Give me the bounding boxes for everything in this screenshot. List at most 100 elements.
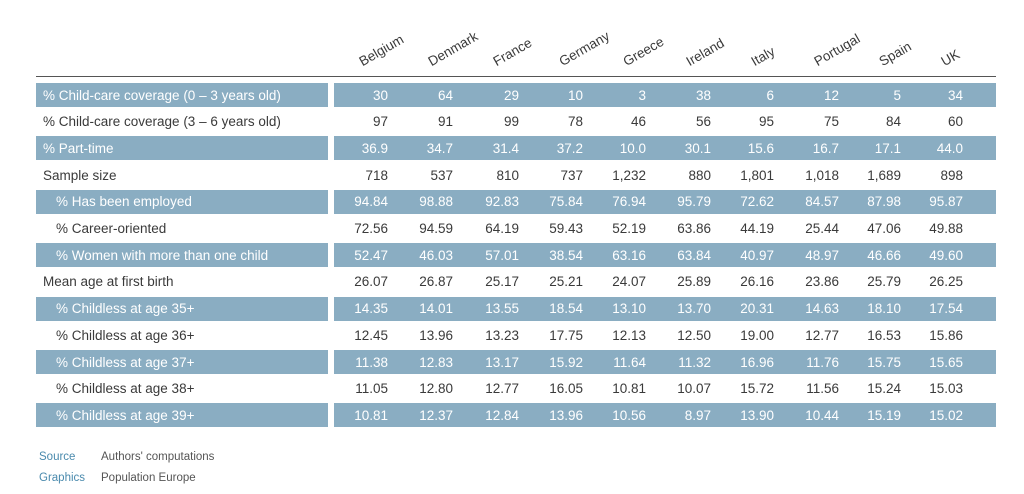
table-cell: 31.4 xyxy=(492,140,519,156)
row-cells: 36.9 34.7 31.4 37.2 10.0 30.1 15.6 16.7 17.1 44.0 xyxy=(334,136,996,161)
table-cell: 87.98 xyxy=(867,194,901,210)
source-line: Source Authors' computations xyxy=(39,451,214,463)
table-cell: 10.56 xyxy=(612,407,646,423)
table-cell: 20.31 xyxy=(740,301,774,317)
table-cell: 94.59 xyxy=(419,221,453,236)
graphics-value: Population Europe xyxy=(101,472,196,484)
table-row: % Women with more than one child 52.47 46.… xyxy=(36,243,996,268)
table-cell: 19.00 xyxy=(740,327,774,343)
table-cell: 12.13 xyxy=(612,327,646,343)
table-cell: 14.35 xyxy=(354,301,388,317)
column-header-greece: Greece xyxy=(620,33,667,69)
table-cell: 75 xyxy=(823,114,839,130)
table-cell: 98.88 xyxy=(419,194,453,210)
table-cell: 13.90 xyxy=(740,407,774,423)
row-label: Sample size xyxy=(43,167,117,183)
table-cell: 10.0 xyxy=(619,140,646,156)
table-cell: 26.87 xyxy=(419,274,453,290)
table-cell: 15.6 xyxy=(747,140,774,156)
table-cell: 25.21 xyxy=(549,274,583,290)
table-cell: 18.10 xyxy=(867,301,901,317)
row-label: % Childless at age 35+ xyxy=(36,296,328,321)
table-cell: 537 xyxy=(430,167,453,183)
row-label: Mean age at first birth xyxy=(43,274,174,290)
table-row: Mean age at first birth 26.07 26.87 25.17 25… xyxy=(36,270,996,294)
table-cell: 1,689 xyxy=(867,167,901,183)
table-row: % Childless at age 38+ 11.05 12.80 12.77 16.… xyxy=(36,377,996,401)
table-cell: 16.7 xyxy=(812,140,839,156)
row-cells: 718 537 810 737 1,232 880 1,801 1,018 1,689 898 xyxy=(334,163,996,187)
table-row: % Child-care coverage (0 – 3 years old) 3… xyxy=(36,83,996,107)
table-cell: 25.79 xyxy=(867,274,901,290)
table-cell: 57.01 xyxy=(485,247,519,263)
table-cell: 84.57 xyxy=(805,194,839,210)
table-cell: 15.02 xyxy=(929,407,963,423)
table-cell: 48.97 xyxy=(805,247,839,263)
table-cell: 12.37 xyxy=(419,407,453,423)
table-cell: 60 xyxy=(947,114,963,130)
table-row: % Part-time 36.9 34.7 31.4 37.2 10.0 30.1 15.6 1… xyxy=(36,136,996,161)
table-cell: 12.84 xyxy=(485,407,519,423)
row-label: % Women with more than one child xyxy=(36,243,328,268)
table-cell: 46.66 xyxy=(867,247,901,263)
source-key: Source xyxy=(39,451,76,463)
table-row: % Career-oriented 72.56 94.59 64.19 59.43 52.… xyxy=(36,217,996,241)
table-cell: 15.65 xyxy=(929,354,963,370)
table-cell: 26.25 xyxy=(929,274,963,290)
row-cells: 30 64 29 10 3 38 6 12 5 34 xyxy=(334,83,996,107)
table-cell: 63.86 xyxy=(677,221,711,236)
table-row: % Has been employed 94.84 98.88 92.83 75.84 7… xyxy=(36,189,996,214)
table-cell: 10.81 xyxy=(354,407,388,423)
column-header-france: France xyxy=(490,34,535,69)
table-cell: 15.24 xyxy=(867,381,901,397)
table-cell: 18.54 xyxy=(549,301,583,317)
table-cell: 1,801 xyxy=(740,167,774,183)
table-cell: 75.84 xyxy=(549,194,583,210)
table-cell: 1,232 xyxy=(612,167,646,183)
column-header-spain: Spain xyxy=(876,38,914,69)
table-cell: 15.86 xyxy=(929,327,963,343)
table-cell: 718 xyxy=(365,167,388,183)
column-header-italy: Italy xyxy=(748,43,778,69)
row-cells: 72.56 94.59 64.19 59.43 52.19 63.86 44.19 25.44… xyxy=(334,217,996,241)
table-cell: 15.19 xyxy=(867,407,901,423)
table-cell: 95.79 xyxy=(677,194,711,210)
table-cell: 64.19 xyxy=(485,221,519,236)
table-cell: 15.03 xyxy=(929,381,963,397)
row-label: % Childless at age 39+ xyxy=(36,403,328,428)
row-cells: 97 91 99 78 46 56 95 75 84 60 xyxy=(334,110,996,134)
table-cell: 72.62 xyxy=(740,194,774,210)
table-cell: 44.19 xyxy=(740,221,774,236)
table-cell: 44.0 xyxy=(936,140,963,156)
table-cell: 12.77 xyxy=(485,381,519,397)
table-cell: 11.56 xyxy=(806,381,839,397)
table-cell: 12.50 xyxy=(677,327,711,343)
table-cell: 38 xyxy=(695,87,711,103)
row-cells: 10.81 12.37 12.84 13.96 10.56 8.97 13.90 10.44 1… xyxy=(334,403,996,428)
row-cells: 14.35 14.01 13.55 18.54 13.10 13.70 20.31 14.63… xyxy=(334,296,996,321)
source-value: Authors' computations xyxy=(101,451,215,463)
table-cell: 38.54 xyxy=(549,247,583,263)
table-cell: 40.97 xyxy=(740,247,774,263)
table-cell: 12.45 xyxy=(354,327,388,343)
table-cell: 6 xyxy=(766,87,774,103)
table-cell: 46 xyxy=(630,114,646,130)
table-cell: 15.75 xyxy=(867,354,901,370)
column-header-ireland: Ireland xyxy=(683,35,727,69)
table-cell: 10.07 xyxy=(677,381,711,397)
table-cell: 30.1 xyxy=(684,140,711,156)
table-row: % Childless at age 39+ 10.81 12.37 12.84 13.… xyxy=(36,403,996,428)
table-cell: 24.07 xyxy=(612,274,646,290)
table-cell: 37.2 xyxy=(556,140,583,156)
table-cell: 10.44 xyxy=(805,407,839,423)
row-label: % Has been employed xyxy=(36,189,328,214)
table-cell: 880 xyxy=(688,167,711,183)
table-cell: 10.81 xyxy=(612,381,646,397)
table-cell: 23.86 xyxy=(805,274,839,290)
table-cell: 10 xyxy=(567,87,583,103)
table-cell: 29 xyxy=(503,87,519,103)
row-label: % Part-time xyxy=(36,136,328,161)
table-cell: 16.05 xyxy=(549,381,583,397)
table-cell: 95.87 xyxy=(929,194,963,210)
table-cell: 3 xyxy=(638,87,646,103)
